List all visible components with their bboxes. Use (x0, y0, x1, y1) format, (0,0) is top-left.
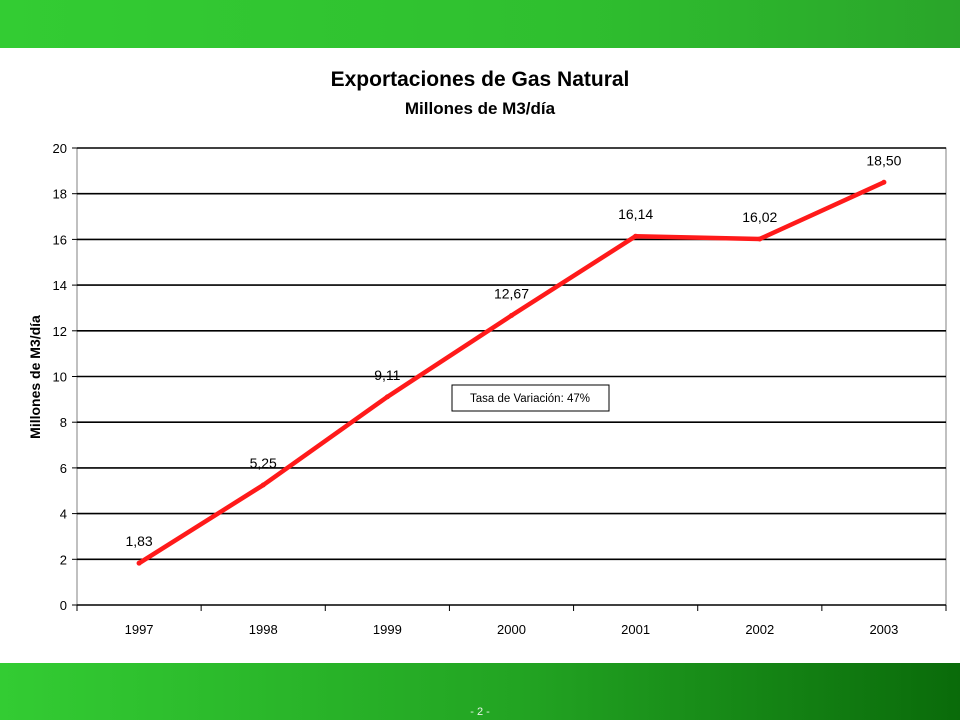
y-tick-label: 18 (53, 187, 67, 202)
x-tick-label: 2000 (497, 622, 526, 637)
x-tick-label: 2002 (745, 622, 774, 637)
data-label: 12,67 (494, 285, 529, 301)
data-label: 1,83 (125, 533, 152, 549)
y-tick-label: 6 (60, 461, 67, 476)
top-banner (0, 0, 960, 48)
data-point (384, 394, 390, 400)
y-tick-label: 12 (53, 324, 67, 339)
chart-subtitle: Millones de M3/día (405, 99, 556, 118)
x-tick-label: 1999 (373, 622, 402, 637)
data-point (136, 560, 142, 566)
y-tick-label: 0 (60, 598, 67, 613)
data-label: 16,02 (742, 209, 777, 225)
data-label: 16,14 (618, 206, 653, 222)
y-tick-label: 2 (60, 552, 67, 567)
data-point (509, 312, 514, 318)
x-tick-label: 2003 (869, 622, 898, 637)
data-point (260, 482, 266, 488)
y-tick-label: 8 (60, 415, 67, 430)
annotation-text: Tasa de Variación: 47% (470, 393, 590, 405)
y-tick-label: 4 (60, 507, 67, 522)
data-point (881, 179, 887, 185)
data-point (633, 233, 639, 239)
data-label: 9,11 (374, 367, 400, 383)
bottom-banner (0, 663, 960, 720)
y-tick-label: 16 (53, 232, 67, 247)
y-tick-label: 20 (53, 141, 67, 156)
page-number: - 2 - (470, 706, 490, 718)
chart-title: Exportaciones de Gas Natural (331, 68, 630, 91)
y-tick-label: 14 (53, 278, 67, 293)
annotation-box: Tasa de Variación: 47% (451, 384, 610, 412)
data-label: 18,50 (866, 152, 901, 168)
y-axis-label: Millones de M3/día (27, 315, 43, 439)
x-tick-label: 1998 (249, 622, 278, 637)
data-point (757, 236, 763, 242)
x-tick-label: 1997 (125, 622, 154, 637)
annotation-frame (451, 384, 610, 412)
x-tick-label: 2001 (621, 622, 650, 637)
y-tick-label: 10 (53, 370, 67, 385)
data-label: 5,25 (250, 455, 277, 471)
